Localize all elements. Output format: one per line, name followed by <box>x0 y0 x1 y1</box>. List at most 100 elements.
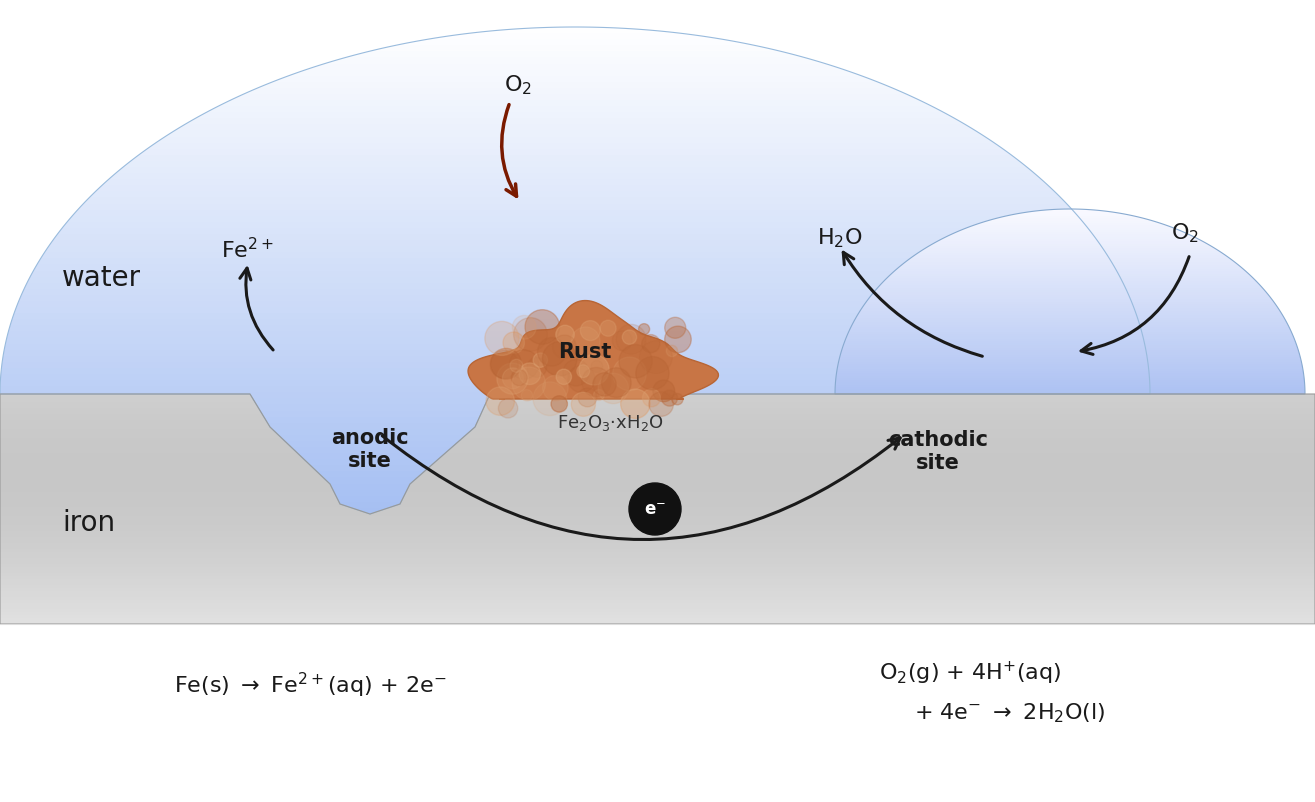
Polygon shape <box>0 475 1315 477</box>
Polygon shape <box>800 318 1315 321</box>
Polygon shape <box>0 375 1315 381</box>
Polygon shape <box>800 253 1315 256</box>
Polygon shape <box>0 408 1315 411</box>
Polygon shape <box>800 245 1315 247</box>
Text: Rust: Rust <box>559 342 611 362</box>
Polygon shape <box>0 496 1315 498</box>
Polygon shape <box>800 268 1315 269</box>
Polygon shape <box>0 119 1315 125</box>
Text: iron: iron <box>62 508 116 537</box>
Circle shape <box>613 358 646 391</box>
Polygon shape <box>0 83 1315 89</box>
Polygon shape <box>0 501 1315 504</box>
Circle shape <box>571 393 596 417</box>
Polygon shape <box>0 618 1315 622</box>
Polygon shape <box>0 453 1315 456</box>
Polygon shape <box>0 468 1315 472</box>
Polygon shape <box>800 392 1315 395</box>
Polygon shape <box>0 381 1315 387</box>
Circle shape <box>513 316 537 340</box>
Polygon shape <box>0 356 1315 363</box>
Polygon shape <box>0 332 1315 338</box>
Polygon shape <box>0 71 1315 77</box>
Circle shape <box>642 335 660 354</box>
Polygon shape <box>0 168 1315 174</box>
Polygon shape <box>0 516 1315 520</box>
Polygon shape <box>0 210 1315 217</box>
Polygon shape <box>0 570 1315 573</box>
Polygon shape <box>800 321 1315 323</box>
Polygon shape <box>800 348 1315 350</box>
Polygon shape <box>800 350 1315 353</box>
Circle shape <box>593 390 605 401</box>
Circle shape <box>648 392 673 417</box>
Polygon shape <box>800 293 1315 295</box>
Polygon shape <box>0 454 1315 460</box>
Polygon shape <box>0 606 1315 610</box>
Polygon shape <box>0 34 1315 40</box>
Polygon shape <box>800 212 1315 214</box>
Polygon shape <box>0 480 1315 484</box>
Polygon shape <box>800 337 1315 339</box>
Circle shape <box>580 322 601 341</box>
Polygon shape <box>0 435 1315 439</box>
Text: water: water <box>62 264 141 292</box>
Polygon shape <box>0 432 1315 435</box>
Polygon shape <box>0 59 1315 64</box>
Polygon shape <box>0 411 1315 415</box>
Polygon shape <box>800 235 1315 237</box>
Polygon shape <box>0 394 1315 396</box>
Polygon shape <box>0 222 1315 229</box>
Circle shape <box>485 322 519 356</box>
Polygon shape <box>800 286 1315 288</box>
Circle shape <box>643 389 660 407</box>
Polygon shape <box>800 367 1315 369</box>
Polygon shape <box>0 64 1315 71</box>
Polygon shape <box>0 520 1315 522</box>
Circle shape <box>579 355 609 386</box>
Polygon shape <box>0 314 1315 320</box>
Polygon shape <box>800 360 1315 363</box>
Polygon shape <box>0 387 1315 393</box>
Polygon shape <box>0 588 1315 591</box>
Polygon shape <box>800 309 1315 311</box>
Polygon shape <box>800 383 1315 385</box>
Polygon shape <box>800 233 1315 235</box>
Polygon shape <box>800 387 1315 390</box>
Circle shape <box>556 370 572 385</box>
Polygon shape <box>0 492 1315 496</box>
Circle shape <box>551 396 567 412</box>
Polygon shape <box>800 251 1315 253</box>
Text: cathodic
site: cathodic site <box>888 429 988 472</box>
Polygon shape <box>0 174 1315 180</box>
Polygon shape <box>800 288 1315 290</box>
Polygon shape <box>800 327 1315 330</box>
Text: Fe$_2$O$_3$·xH$_2$O: Fe$_2$O$_3$·xH$_2$O <box>556 412 663 432</box>
Polygon shape <box>0 489 1315 492</box>
Polygon shape <box>0 496 1315 502</box>
Circle shape <box>639 342 672 374</box>
Polygon shape <box>0 162 1315 168</box>
Polygon shape <box>800 272 1315 274</box>
Polygon shape <box>0 504 1315 508</box>
Polygon shape <box>0 350 1315 356</box>
Polygon shape <box>0 132 1315 137</box>
Polygon shape <box>800 323 1315 326</box>
Polygon shape <box>0 532 1315 534</box>
Circle shape <box>571 327 600 356</box>
Polygon shape <box>0 541 1315 543</box>
Polygon shape <box>0 444 1315 448</box>
Polygon shape <box>800 229 1315 230</box>
Polygon shape <box>0 498 1315 501</box>
Polygon shape <box>0 465 1315 468</box>
Polygon shape <box>0 265 1315 271</box>
Polygon shape <box>0 186 1315 192</box>
Polygon shape <box>0 387 1315 391</box>
Polygon shape <box>0 508 1315 510</box>
Polygon shape <box>800 330 1315 332</box>
Polygon shape <box>0 89 1315 95</box>
Circle shape <box>667 346 677 357</box>
Polygon shape <box>800 334 1315 337</box>
Polygon shape <box>0 113 1315 119</box>
Polygon shape <box>800 376 1315 379</box>
